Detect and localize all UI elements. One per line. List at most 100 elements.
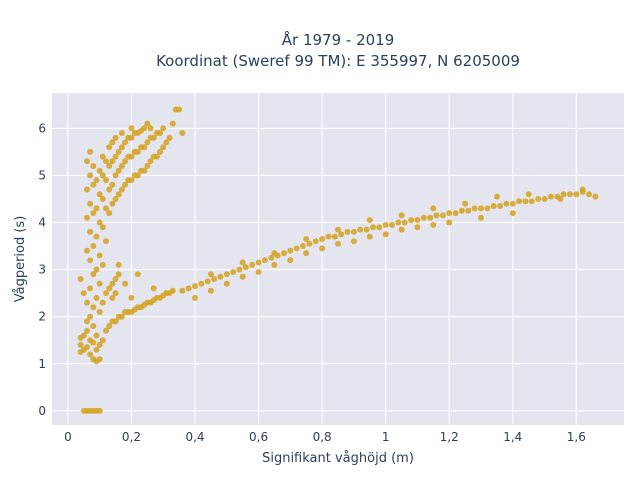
- scatter-point: [84, 214, 90, 221]
- scatter-point: [557, 196, 564, 202]
- scatter-point: [319, 245, 326, 252]
- scatter-point: [271, 250, 278, 257]
- scatter-point: [112, 172, 119, 179]
- scatter-point: [106, 163, 113, 169]
- scatter-point: [579, 186, 586, 193]
- scatter-point: [90, 181, 97, 188]
- scatter-point: [509, 210, 516, 217]
- scatter-point: [153, 153, 160, 160]
- scatter-point: [287, 257, 294, 264]
- scatter-point: [211, 276, 218, 282]
- scatter-point: [84, 344, 90, 351]
- scatter-point: [236, 266, 243, 273]
- scatter-point: [109, 294, 116, 301]
- scatter-point: [395, 219, 402, 226]
- scatter-point: [363, 226, 370, 233]
- scatter-point: [122, 158, 129, 165]
- scatter-point: [109, 280, 116, 287]
- scatter-point: [99, 196, 106, 202]
- scatter-point: [87, 257, 94, 264]
- scatter-point: [509, 200, 516, 207]
- scatter-point: [141, 144, 148, 151]
- scatter-point: [176, 106, 183, 113]
- scatter-point: [261, 257, 268, 264]
- scatter-point: [87, 313, 94, 320]
- y-tick-labels: 0 1 2 3 4 5 6: [38, 121, 46, 418]
- scatter-point: [293, 245, 300, 252]
- scatter-point: [319, 236, 326, 242]
- scatter-point: [84, 186, 90, 193]
- x-tick-label: 1,6: [567, 430, 586, 444]
- scatter-point: [96, 341, 103, 348]
- x-tick-label: 0,8: [313, 430, 332, 444]
- scatter-point: [300, 243, 306, 249]
- scatter-point: [93, 177, 100, 184]
- scatter-point: [204, 278, 211, 285]
- scatter-point: [84, 247, 90, 254]
- scatter-point: [535, 196, 542, 202]
- scatter-point: [268, 254, 275, 261]
- scatter-point: [128, 177, 135, 184]
- scatter-point: [90, 304, 97, 311]
- scatter-point: [144, 139, 151, 146]
- scatter-point: [522, 198, 529, 205]
- scatter-point: [96, 309, 103, 315]
- scatter-point: [99, 261, 106, 268]
- scatter-point: [118, 313, 125, 320]
- scatter-point: [99, 299, 106, 306]
- scatter-point: [122, 139, 129, 146]
- scatter-point: [166, 134, 173, 141]
- scatter-point: [150, 285, 157, 292]
- y-tick-label: 4: [38, 216, 46, 230]
- scatter-point: [80, 332, 87, 339]
- scatter-point: [93, 332, 100, 339]
- scatter-point: [106, 144, 113, 151]
- scatter-point: [281, 250, 287, 257]
- x-tick-labels: 0 0,2 0,4 0,6 0,8 1 1,2 1,4 1,6: [64, 430, 586, 444]
- scatter-point: [96, 356, 103, 363]
- x-tick-label: 0,4: [185, 430, 204, 444]
- scatter-point: [497, 203, 504, 209]
- scatter-point: [249, 261, 256, 268]
- scatter-point: [112, 134, 119, 141]
- scatter-point: [350, 228, 357, 235]
- scatter-point: [144, 120, 151, 127]
- scatter-point: [93, 205, 100, 212]
- scatter-point: [99, 172, 106, 179]
- scatter-point: [185, 285, 192, 292]
- scatter-point: [493, 193, 500, 200]
- scatter-point: [516, 198, 523, 205]
- scatter-point: [103, 158, 109, 165]
- chart-title-line-2: Koordinat (Sweref 99 TM): E 355997, N 62…: [156, 52, 520, 70]
- scatter-point: [446, 219, 453, 226]
- scatter-point: [331, 233, 338, 240]
- scatter-point: [90, 323, 97, 330]
- scatter-point: [414, 224, 421, 231]
- scatter-point: [303, 250, 310, 257]
- scatter-point: [370, 224, 376, 231]
- scatter-point: [230, 269, 237, 275]
- scatter-point: [109, 158, 116, 165]
- scatter-point: [357, 226, 364, 233]
- scatter-point: [223, 280, 230, 287]
- scatter-point: [109, 181, 116, 188]
- scatter-point: [96, 219, 103, 226]
- scatter-point: [87, 285, 94, 292]
- scatter-point: [366, 217, 373, 224]
- x-axis-title: Signifikant våghöjd (m): [262, 451, 414, 466]
- scatter-point: [109, 200, 116, 207]
- y-tick-label: 6: [38, 121, 46, 135]
- scatter-point: [90, 243, 97, 249]
- scatter-point: [157, 130, 163, 136]
- scatter-point: [134, 172, 141, 179]
- scatter-point: [103, 327, 109, 334]
- scatter-point: [471, 205, 478, 212]
- scatter-point: [141, 167, 148, 174]
- scatter-point: [90, 163, 97, 169]
- scatter-point: [84, 158, 90, 165]
- scatter-point: [84, 318, 90, 325]
- scatter-point: [103, 290, 109, 297]
- scatter-point: [157, 148, 163, 155]
- scatter-point: [255, 269, 262, 275]
